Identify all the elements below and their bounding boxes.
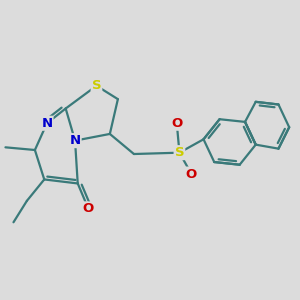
Text: S: S [92,79,101,92]
Text: N: N [70,134,81,147]
Text: O: O [186,168,197,181]
Text: O: O [83,202,94,215]
Text: N: N [41,117,52,130]
Text: S: S [175,146,184,159]
Text: O: O [171,117,182,130]
